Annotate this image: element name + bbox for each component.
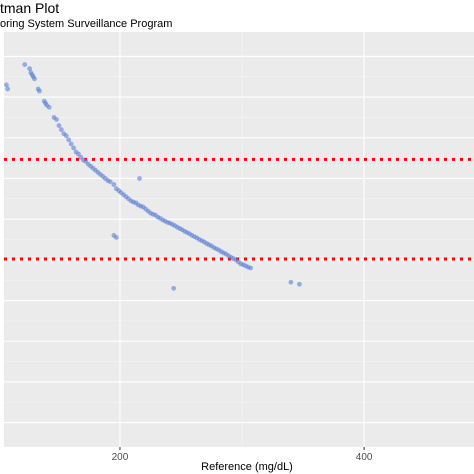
data-points: [4, 62, 302, 291]
x-tick-label: 200: [112, 452, 129, 463]
data-point: [111, 182, 117, 187]
data-point: [288, 279, 294, 285]
data-point: [63, 133, 69, 139]
data-point: [32, 76, 37, 82]
data-point: [37, 88, 42, 94]
data-point: [171, 285, 177, 291]
data-point: [27, 66, 33, 72]
data-point: [297, 281, 302, 287]
chart-subtitle: oring System Surveillance Program: [0, 18, 173, 30]
data-point: [68, 141, 74, 147]
data-point: [56, 123, 62, 128]
gridlines: [4, 32, 474, 447]
data-point: [4, 82, 9, 88]
data-point: [5, 86, 11, 92]
data-point: [76, 151, 81, 157]
data-point: [46, 104, 52, 110]
data-point: [22, 62, 28, 67]
data-point: [137, 176, 142, 181]
data-point: [107, 179, 113, 185]
x-axis: 200 400: [112, 447, 373, 463]
x-axis-title: Reference (mg/dL): [201, 461, 293, 473]
data-point: [113, 235, 119, 240]
data-point: [58, 127, 64, 133]
data-point: [248, 265, 253, 271]
data-point: [54, 117, 59, 122]
x-tick-label: 400: [356, 452, 373, 463]
data-point: [66, 137, 72, 143]
chart-title: tman Plot: [0, 0, 60, 16]
data-point: [71, 145, 76, 151]
